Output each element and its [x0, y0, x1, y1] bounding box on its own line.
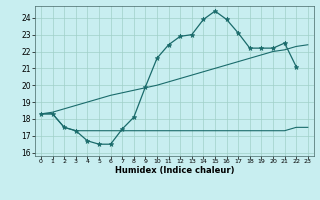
X-axis label: Humidex (Indice chaleur): Humidex (Indice chaleur)	[115, 166, 234, 175]
